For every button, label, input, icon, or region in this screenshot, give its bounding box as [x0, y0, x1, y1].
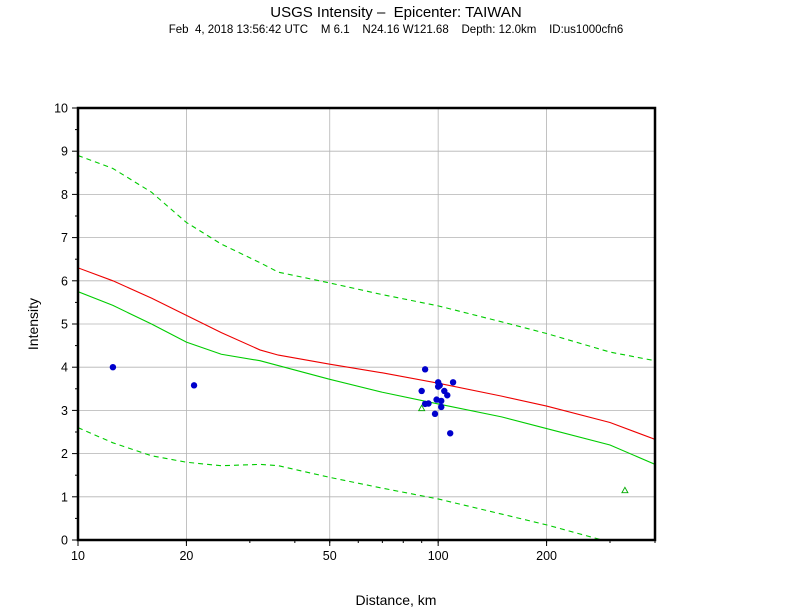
points-layer [109, 364, 629, 494]
ticks: 0 1 2 3 4 5 6 7 8 9 10 10 20 50 100 200 [54, 102, 656, 563]
station-point [444, 392, 451, 399]
y-tick-label: 5 [61, 318, 68, 332]
uncertainty-line [78, 427, 605, 540]
station-point [431, 410, 439, 418]
x-tick-label: 20 [179, 549, 193, 563]
station-point [446, 430, 454, 437]
prediction-line [78, 267, 655, 440]
x-axis-label: Distance, km [356, 592, 437, 608]
dyfi-triangle [621, 486, 629, 494]
y-tick-label: 6 [61, 274, 68, 288]
y-tick-label: 7 [61, 231, 68, 245]
grid [77, 107, 655, 541]
uncertainty-line [78, 155, 655, 362]
x-tick-label: 100 [428, 549, 449, 563]
station-point [418, 387, 425, 395]
y-tick-label: 3 [61, 404, 68, 418]
x-tick-label: 200 [536, 549, 557, 563]
y-tick-label: 9 [61, 145, 68, 159]
station-point [449, 379, 457, 386]
dyfi-triangle [417, 404, 426, 412]
station-point [421, 366, 429, 373]
prediction-line [78, 291, 655, 465]
y-tick-label: 8 [61, 188, 68, 202]
x-tick-label: 10 [71, 549, 85, 563]
y-axis-label: Intensity [25, 298, 41, 350]
station-point [109, 364, 117, 371]
chart-title: USGS Intensity – Epicenter: TAIWAN [270, 4, 522, 21]
y-tick-label: 0 [61, 534, 68, 548]
series-layer [78, 155, 655, 540]
station-point [436, 382, 443, 389]
x-tick-label: 50 [323, 549, 337, 563]
chart-subtitle: Feb 4, 2018 13:56:42 UTC M 6.1 N24.16 W1… [168, 24, 624, 36]
y-tick-label: 1 [61, 490, 68, 504]
y-tick-label: 2 [61, 447, 68, 461]
station-point [438, 397, 445, 405]
y-tick-label: 10 [54, 102, 68, 116]
station-point [438, 403, 445, 411]
station-point [190, 382, 198, 389]
y-tick-label: 4 [61, 361, 68, 375]
station-point [425, 400, 432, 407]
